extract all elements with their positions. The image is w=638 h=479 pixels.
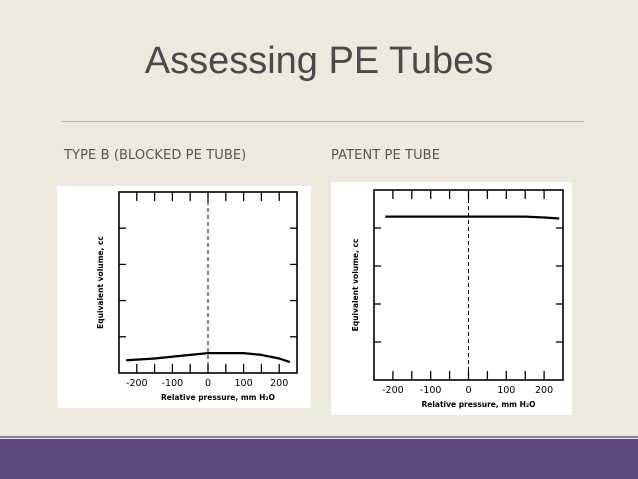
x-tick-label: 200 (535, 385, 553, 396)
x-tick-label: -100 (420, 385, 442, 396)
x-tick-label: 0 (205, 378, 211, 389)
blocked-tube-chart-panel: -200 -100 0 100 200 Relative pressure, mm H₂O… (57, 186, 311, 408)
footer-accent-line (0, 436, 638, 438)
x-tick-label: -200 (126, 378, 148, 389)
blocked-tube-tympanogram: -200 -100 0 100 200 Relative pressure, mm H₂O… (96, 191, 298, 402)
x-tick-label: 100 (497, 385, 515, 396)
left-caption: TYPE B (BLOCKED PE TUBE) (64, 148, 247, 163)
slide-title: Assessing PE Tubes (144, 40, 494, 82)
y-axis-label: Equivalent volume, cc (96, 236, 105, 329)
x-axis-label: Relative pressure, mm H₂O (421, 400, 535, 409)
right-caption: PATENT PE TUBE (331, 148, 441, 163)
plot-frame (118, 191, 298, 374)
tympanogram-curve (126, 352, 291, 364)
y-axis-label: Equivalent volume, cc (351, 239, 360, 332)
x-tick-label: -200 (382, 385, 404, 396)
footer-bar (0, 439, 638, 479)
x-tick-label: 100 (235, 378, 253, 389)
x-tick-label: 0 (465, 385, 471, 396)
x-tick-label: 200 (270, 378, 288, 389)
x-tick-label: -100 (162, 378, 184, 389)
patent-tube-chart-panel: -200 -100 0 100 200 Relative pressure, mm H₂O… (331, 182, 572, 415)
x-axis-label: Relative pressure, mm H₂O (161, 393, 275, 402)
title-divider (62, 121, 584, 122)
tympanogram-curve (385, 215, 560, 220)
